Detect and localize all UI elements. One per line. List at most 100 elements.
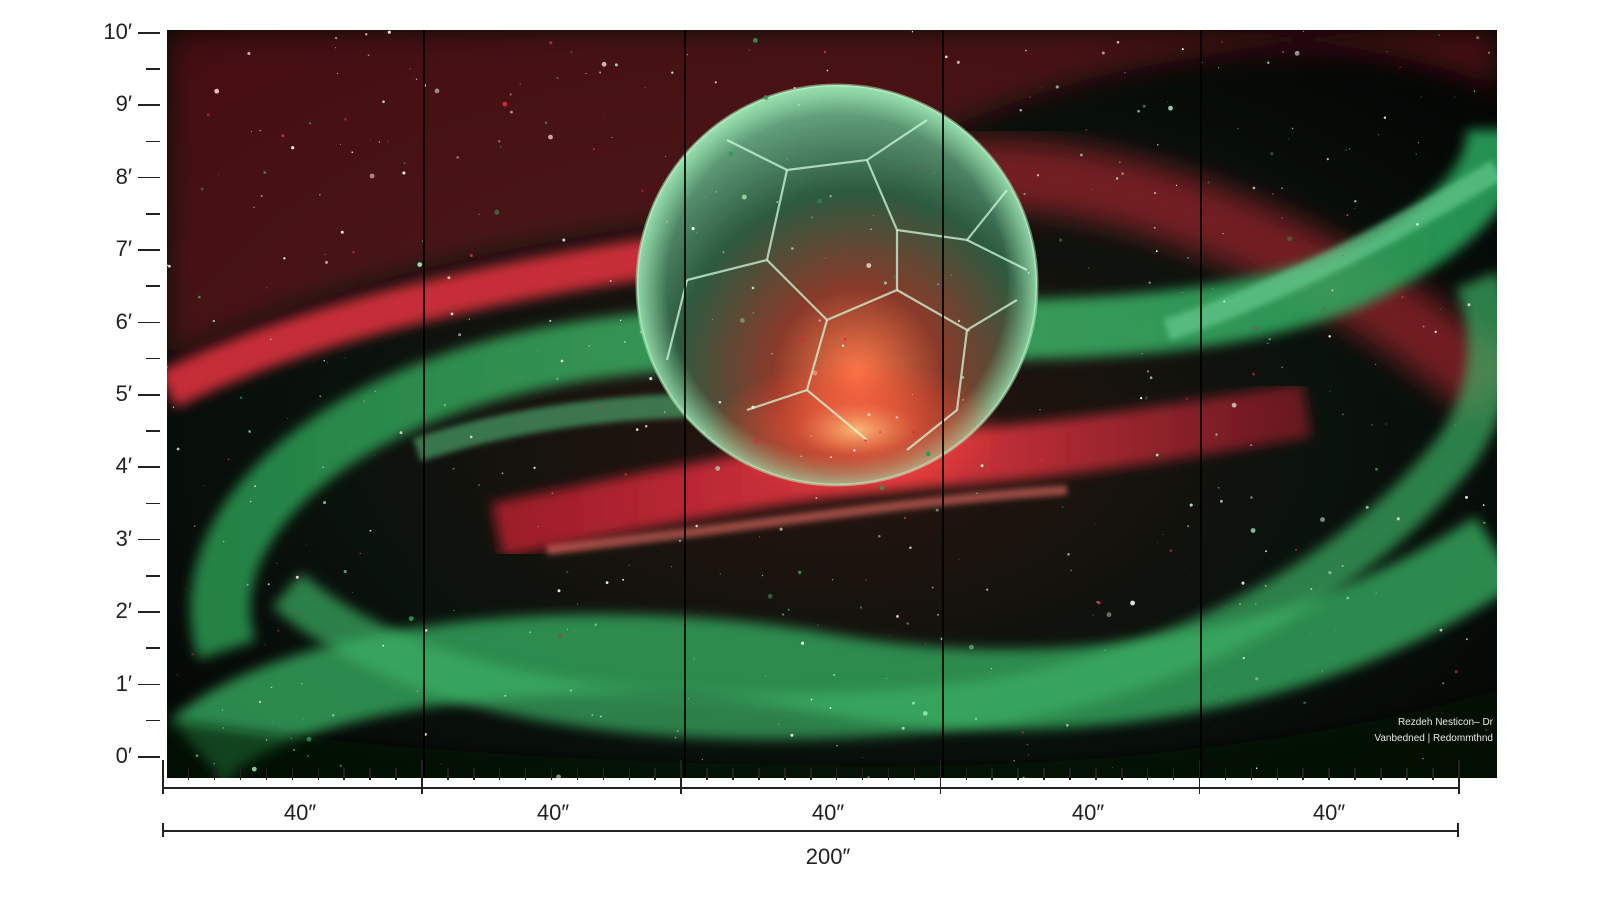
star-sparkle	[1157, 143, 1159, 146]
star-sparkle	[786, 158, 788, 160]
star-sparkle	[248, 430, 251, 433]
star-sparkle	[258, 701, 262, 704]
star-sparkle	[323, 360, 325, 362]
width-minor-tick	[1043, 768, 1045, 780]
star-sparkle	[1231, 402, 1237, 408]
star-sparkle	[1190, 574, 1191, 575]
star-sparkle	[367, 54, 370, 57]
star-sparkle	[918, 486, 920, 488]
star-sparkle	[1467, 303, 1471, 307]
star-sparkle	[263, 171, 267, 174]
star-sparkle	[666, 221, 668, 223]
width-minor-tick	[395, 768, 397, 780]
star-sparkle	[305, 543, 307, 545]
star-sparkle	[1094, 523, 1096, 525]
star-sparkle	[1139, 396, 1143, 400]
star-sparkle	[1237, 127, 1239, 130]
star-sparkle	[1091, 188, 1093, 191]
panel-width-label: 40″	[283, 800, 317, 825]
width-minor-tick	[991, 768, 993, 780]
height-scale-label: 1′	[115, 670, 132, 696]
star-sparkle	[950, 274, 952, 276]
star-sparkle	[556, 377, 559, 381]
star-sparkle	[1116, 41, 1120, 44]
star-sparkle	[456, 156, 460, 159]
width-minor-tick	[473, 768, 475, 780]
star-sparkle	[415, 78, 418, 80]
height-minor-tick	[146, 647, 160, 649]
star-sparkle	[748, 49, 751, 52]
star-sparkle	[958, 559, 960, 560]
star-sparkle	[499, 146, 502, 148]
width-minor-tick	[706, 768, 708, 780]
height-minor-tick	[146, 430, 160, 432]
height-minor-tick	[146, 719, 160, 722]
width-minor-tick	[524, 768, 527, 780]
height-major-tick	[138, 611, 160, 613]
star-sparkle	[1092, 45, 1094, 47]
star-sparkle	[1142, 104, 1146, 108]
star-sparkle	[239, 396, 243, 400]
star-sparkle	[771, 353, 773, 355]
star-sparkle	[1310, 587, 1313, 591]
star-sparkle	[1124, 72, 1126, 74]
star-sparkle	[1361, 412, 1363, 414]
star-sparkle	[1454, 670, 1458, 674]
star-sparkle	[308, 122, 312, 125]
star-sparkle	[764, 675, 766, 677]
star-sparkle	[980, 464, 984, 468]
height-scale-label: 6′	[115, 308, 132, 334]
star-sparkle	[168, 264, 171, 268]
star-sparkle	[776, 201, 779, 203]
star-sparkle	[834, 339, 838, 342]
width-minor-tick	[1432, 768, 1434, 780]
star-sparkle	[833, 674, 835, 676]
star-sparkle	[1416, 222, 1419, 226]
star-sparkle	[957, 319, 961, 323]
star-sparkle	[931, 586, 934, 589]
star-sparkle	[1266, 342, 1269, 345]
width-minor-tick	[1121, 768, 1123, 780]
star-sparkle	[1223, 300, 1226, 303]
star-sparkle	[343, 569, 347, 574]
width-minor-tick	[1069, 768, 1071, 780]
star-sparkle	[1321, 670, 1323, 672]
width-minor-tick	[1224, 768, 1227, 780]
star-sparkle	[810, 698, 813, 701]
star-sparkle	[293, 748, 296, 751]
star-sparkle	[197, 295, 201, 299]
star-sparkle	[751, 286, 755, 290]
panel-seam	[1200, 30, 1202, 778]
star-sparkle	[815, 496, 818, 499]
star-sparkle	[896, 614, 899, 618]
star-sparkle	[763, 95, 769, 100]
star-sparkle	[800, 455, 802, 458]
star-sparkle	[291, 146, 295, 150]
height-major-tick	[138, 104, 160, 106]
star-sparkle	[424, 733, 427, 736]
width-minor-tick	[550, 768, 553, 780]
star-sparkle	[254, 485, 256, 488]
star-sparkle	[1447, 214, 1452, 218]
width-minor-tick	[1380, 768, 1382, 780]
star-sparkle	[477, 484, 480, 487]
star-sparkle	[1070, 569, 1072, 572]
star-sparkle	[1111, 767, 1113, 769]
star-sparkle	[604, 113, 606, 115]
star-sparkle	[359, 552, 362, 555]
star-sparkle	[867, 413, 871, 417]
star-sparkle	[335, 47, 337, 49]
star-sparkle	[1013, 760, 1015, 762]
star-sparkle	[691, 227, 695, 231]
star-sparkle	[382, 100, 385, 104]
star-sparkle	[1270, 152, 1274, 156]
star-sparkle	[895, 416, 899, 419]
star-sparkle	[496, 209, 498, 211]
star-sparkle	[247, 52, 251, 55]
star-sparkle	[944, 55, 948, 59]
width-minor-tick	[965, 768, 968, 780]
star-sparkle	[1241, 581, 1245, 585]
width-minor-tick	[758, 768, 760, 780]
star-sparkle	[1036, 173, 1040, 177]
star-sparkle	[560, 359, 564, 363]
